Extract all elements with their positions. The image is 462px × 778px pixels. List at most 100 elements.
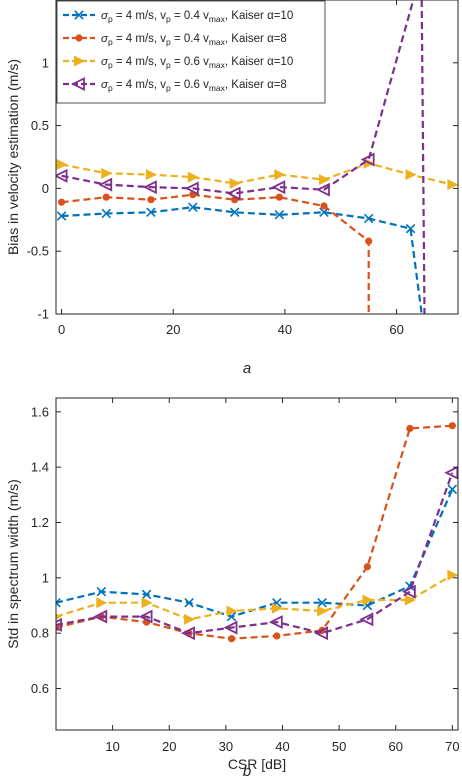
y-tick-label: 1.6 — [31, 404, 49, 419]
y-tick-label: 0.8 — [31, 626, 49, 641]
legend-label-post_sub: max — [209, 83, 226, 93]
data-point-3-3 — [141, 597, 153, 609]
data-point-3-1 — [56, 159, 68, 171]
data-point-4-1 — [56, 168, 68, 183]
data-point-1-1-a — [56, 601, 61, 608]
legend-label-pre_sub: p — [108, 60, 113, 70]
y-tick-label: -1 — [37, 307, 49, 322]
series-4 — [56, 465, 458, 641]
legend-label-mid_sub: p — [166, 37, 171, 47]
legend-label-post_sub: max — [209, 37, 226, 47]
legend-label-end: , Kaiser α=8 — [225, 33, 287, 45]
y-tick-label: 1 — [42, 570, 49, 585]
legend-label-post: = 0.4 v — [171, 33, 209, 45]
y-axis-label: Bias in velocity estimation (m/s) — [5, 59, 21, 255]
plot-frame — [55, 0, 459, 315]
y-axis-label: Std in spectrum width (m/s) — [5, 479, 21, 649]
data-point-4-2 — [98, 177, 113, 192]
data-point-4-3 — [138, 609, 153, 624]
legend-label-pre: σ — [101, 33, 109, 45]
legend-label-mid: = 4 m/s, v — [113, 79, 167, 91]
legend-marker — [74, 55, 85, 67]
series-1 — [56, 202, 423, 314]
data-point-1-8-b — [362, 600, 373, 611]
data-point-3-10 — [447, 569, 458, 581]
y-tick-label: 1 — [42, 55, 49, 70]
plot-frame — [55, 397, 459, 731]
series-line-5 — [420, 0, 426, 314]
series-4 — [56, 0, 415, 201]
data-point-4-8 — [360, 152, 375, 167]
legend-label-pre: σ — [101, 56, 109, 68]
x-tick-label: 60 — [388, 739, 402, 754]
data-point-2-10 — [448, 422, 456, 430]
series-line-3 — [56, 574, 453, 621]
legend-label-post_sub: max — [209, 14, 226, 24]
chart-panel-a: 0 20 40 60 -1 -0.5 0 0.5 1 Bias in velocity estim… — [5, 0, 459, 377]
data-point-2-9 — [406, 424, 414, 433]
data-point-3-4 — [184, 613, 196, 625]
x-tick-label: 40 — [278, 322, 292, 337]
y-tick-label: 0 — [42, 181, 49, 196]
data-point-4-7 — [315, 182, 330, 197]
legend-label-mid: = 4 m/s, v — [113, 10, 167, 22]
x-tick-label: 20 — [166, 322, 180, 337]
legend-label-end: , Kaiser α=10 — [225, 56, 293, 68]
data-point-3-6 — [271, 602, 283, 614]
data-point-1-3-b — [146, 207, 156, 218]
series-line-4 — [56, 472, 454, 635]
data-point-1-1-b — [56, 597, 61, 604]
data-point-4-9 — [401, 584, 416, 599]
data-point-3-3 — [145, 169, 157, 181]
legend-label: σp = 4 m/s, vp = 0.4 vmax, Kaiser α=10 — [101, 10, 293, 24]
legend-label-pre_sub: p — [108, 14, 113, 24]
data-point-1-1-b — [56, 211, 67, 221]
data-point-1-5-b — [226, 611, 237, 622]
legend-label-post_sub: max — [209, 60, 226, 70]
series-2 — [57, 191, 373, 314]
data-point-3-2 — [101, 167, 113, 179]
chart-panel-b: 10 20 30 40 50 60 70 0.6 0.8 1 1.2 1.4 1.6 Std in spe… — [5, 397, 460, 778]
series-line-1 — [56, 488, 454, 618]
legend-label-post: = 0.6 v — [171, 56, 209, 68]
data-point-4-4 — [184, 181, 199, 196]
data-point-1-2-b — [96, 586, 107, 597]
legend-entry-3: σp = 4 m/s, vp = 0.6 vmax, Kaiser α=10 — [63, 55, 293, 70]
data-point-4-3 — [142, 180, 157, 195]
data-point-3-1 — [56, 613, 62, 620]
y-tick-label: 0.5 — [31, 118, 49, 133]
data-point-2-2 — [102, 193, 110, 201]
x-tick-label: 70 — [445, 739, 459, 754]
legend-entry-4: σp = 4 m/s, vp = 0.6 vmax, Kaiser α=8 — [63, 77, 287, 93]
legend-label: σp = 4 m/s, vp = 0.4 vmax, Kaiser α=8 — [101, 33, 287, 47]
legend-label-end: , Kaiser α=10 — [225, 10, 293, 22]
series-line-2 — [56, 424, 453, 640]
data-point-4-5 — [226, 186, 241, 201]
x-tick-label: 30 — [219, 739, 233, 754]
data-point-4-6 — [268, 615, 283, 630]
legend-entry-1: σp = 4 m/s, vp = 0.4 vmax, Kaiser α=10 — [63, 10, 293, 24]
legend-label-pre_sub: p — [108, 37, 113, 47]
series-3 — [56, 157, 458, 191]
data-point-4-1 — [56, 617, 62, 632]
legend-entry-2: σp = 4 m/s, vp = 0.4 vmax, Kaiser α=8 — [63, 33, 287, 47]
data-point-3-4 — [187, 171, 199, 183]
data-point-1-7-b — [317, 597, 327, 608]
x-tick-label: 40 — [275, 739, 289, 754]
legend-label-mid_sub: p — [166, 60, 171, 70]
panel-label: a — [243, 360, 251, 377]
x-tick-label: 20 — [162, 739, 176, 754]
legend-label-mid: = 4 m/s, v — [113, 33, 167, 45]
data-point-3-2 — [96, 597, 108, 609]
data-point-2-3 — [147, 196, 155, 204]
y-tick-label: 1.4 — [31, 460, 49, 475]
legend-label-mid_sub: p — [166, 14, 171, 24]
data-point-4-5 — [223, 620, 238, 635]
data-point-3-5 — [229, 177, 241, 189]
data-point-1-2-b — [101, 208, 112, 219]
series-line-4 — [61, 0, 415, 195]
data-point-1-9-b — [405, 223, 416, 234]
data-point-1-8-b — [363, 213, 374, 224]
series-3 — [56, 569, 458, 625]
